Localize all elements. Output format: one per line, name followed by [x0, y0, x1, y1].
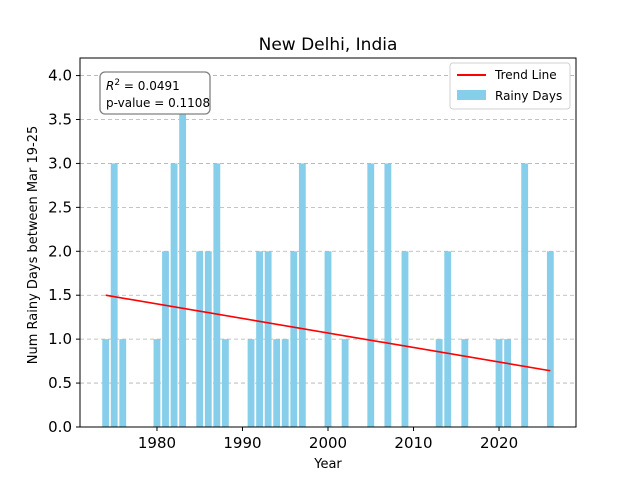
bar [298, 163, 306, 427]
bar [401, 251, 409, 427]
legend-bar-label: Rainy Days [495, 89, 562, 103]
bar [256, 251, 264, 427]
bar [444, 251, 452, 427]
x-axis-title: Year [313, 457, 342, 472]
bar [324, 251, 332, 427]
trend-line [105, 294, 551, 372]
bar [213, 163, 221, 427]
bar [110, 163, 118, 427]
bar [384, 163, 392, 427]
bar [367, 163, 375, 427]
y-axis-title: Num Rainy Days between Mar 19-25 [26, 126, 41, 365]
trend-layer [105, 294, 551, 372]
bar [546, 251, 554, 427]
bar [461, 339, 469, 427]
x-tick-label: 1990 [223, 434, 261, 452]
bar [504, 339, 512, 427]
legend-trend-label: Trend Line [494, 68, 557, 82]
bar [179, 75, 187, 428]
y-axis: 0.0 0.5 1.0 1.5 2.0 2.5 3.0 3.5 4.0 [48, 67, 80, 436]
r-superscript: 2 [114, 78, 120, 88]
y-tick-label: 0.5 [48, 374, 72, 392]
y-tick-label: 2.5 [48, 198, 72, 216]
bar [196, 251, 204, 427]
bar [204, 251, 212, 427]
bar [170, 163, 178, 427]
y-tick-label: 3.5 [48, 111, 72, 129]
bar [102, 339, 110, 427]
y-tick-label: 1.5 [48, 286, 72, 304]
legend-bar-swatch [457, 90, 486, 100]
x-tick-label: 2020 [480, 434, 518, 452]
y-tick-label: 3.0 [48, 154, 72, 172]
r-symbol: R [106, 79, 114, 93]
x-tick-label: 1980 [138, 434, 176, 452]
bar [521, 163, 529, 427]
r-squared-label: R2 = 0.0491 [106, 78, 180, 93]
chart-title: New Delhi, India [259, 35, 398, 55]
bar [221, 339, 229, 427]
y-tick-label: 0.0 [48, 418, 72, 436]
x-tick-label: 2010 [394, 434, 432, 452]
bar [247, 339, 255, 427]
bar [153, 339, 161, 427]
bar [273, 339, 281, 427]
bar [435, 339, 443, 427]
bar [119, 339, 127, 427]
bar [290, 251, 298, 427]
bar [495, 339, 503, 427]
y-tick-label: 4.0 [48, 67, 72, 85]
y-tick-label: 1.0 [48, 330, 72, 348]
legend: Trend Line Rainy Days [449, 62, 571, 110]
stats-box [99, 71, 211, 115]
bars-layer [102, 75, 554, 428]
x-tick-label: 2000 [309, 434, 347, 452]
y-tick-label: 2.0 [48, 242, 72, 260]
x-axis: 1980 1990 2000 2010 2020 [138, 427, 518, 452]
bar [162, 251, 169, 427]
bar [341, 339, 349, 427]
r-squared-value: = 0.0491 [120, 79, 180, 93]
bar [281, 339, 289, 427]
bar [264, 251, 272, 427]
p-value-label: p-value = 0.1108 [106, 96, 210, 110]
stats-annotation: R2 = 0.0491 p-value = 0.1108 [99, 71, 211, 115]
